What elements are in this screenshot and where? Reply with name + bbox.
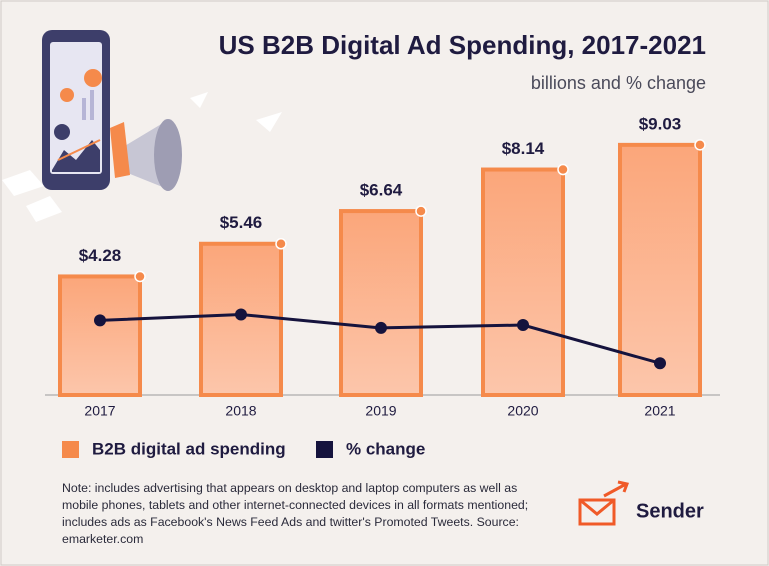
bar [58, 274, 142, 397]
bar [481, 167, 565, 397]
bar-corner-icon [134, 270, 146, 283]
value-label: $6.64 [360, 181, 403, 200]
bar-corner-icon [275, 238, 287, 250]
x-tick-label: 2021 [644, 403, 675, 419]
x-tick-label: 2020 [507, 403, 538, 419]
value-label: $8.14 [502, 139, 545, 158]
value-label: $4.28 [79, 246, 122, 265]
line-point [235, 308, 247, 321]
bar-corner-icon [415, 205, 427, 217]
bar [618, 142, 702, 397]
brand-logo [578, 480, 630, 526]
illustration [2, 30, 282, 222]
x-tick-label: 2017 [84, 403, 115, 419]
legend-swatch [316, 441, 333, 458]
note: Note: includes advertising that appears … [62, 481, 529, 546]
bar [199, 241, 283, 397]
line-point [375, 321, 387, 334]
legend-label: B2B digital ad spending [92, 439, 286, 458]
x-tick-label: 2019 [365, 403, 396, 419]
legend-label: % change [346, 439, 425, 458]
line-point [517, 319, 529, 332]
line-point [94, 314, 106, 327]
value-label: $5.46 [220, 213, 263, 232]
bar [339, 209, 423, 397]
chart-subtitle: billions and % change [531, 73, 706, 93]
legend-swatch [62, 441, 79, 458]
bar-corner-icon [557, 163, 569, 176]
line-point [654, 357, 666, 370]
bar-corner-icon [694, 139, 706, 151]
brand-name: Sender [636, 500, 704, 522]
chart-title: US B2B Digital Ad Spending, 2017-2021 [219, 30, 706, 60]
value-label: $9.03 [639, 114, 682, 133]
x-tick-label: 2018 [225, 403, 256, 419]
